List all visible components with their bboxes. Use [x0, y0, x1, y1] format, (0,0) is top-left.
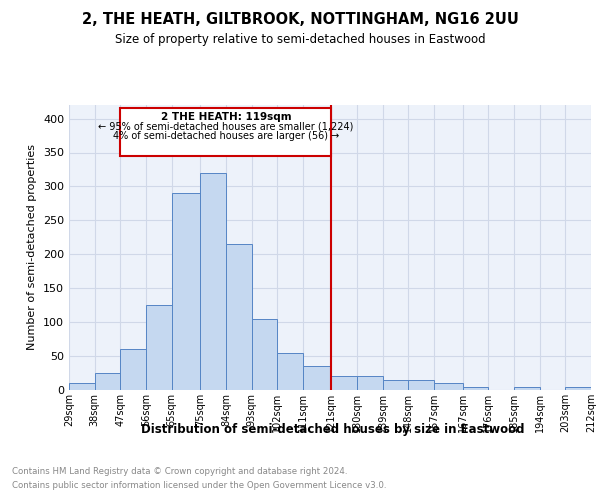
- Bar: [383, 380, 409, 390]
- Y-axis label: Number of semi-detached properties: Number of semi-detached properties: [28, 144, 37, 350]
- Bar: [121, 108, 331, 156]
- Bar: [331, 376, 357, 390]
- Text: 2, THE HEATH, GILTBROOK, NOTTINGHAM, NG16 2UU: 2, THE HEATH, GILTBROOK, NOTTINGHAM, NG1…: [82, 12, 518, 28]
- Text: Size of property relative to semi-detached houses in Eastwood: Size of property relative to semi-detach…: [115, 32, 485, 46]
- Text: 4% of semi-detached houses are larger (56) →: 4% of semi-detached houses are larger (5…: [113, 131, 339, 141]
- Text: Distribution of semi-detached houses by size in Eastwood: Distribution of semi-detached houses by …: [141, 422, 525, 436]
- Bar: [303, 366, 331, 390]
- Text: 2 THE HEATH: 119sqm: 2 THE HEATH: 119sqm: [161, 112, 291, 122]
- Bar: [277, 352, 303, 390]
- Bar: [514, 386, 539, 390]
- Bar: [146, 305, 172, 390]
- Bar: [409, 380, 434, 390]
- Text: Contains public sector information licensed under the Open Government Licence v3: Contains public sector information licen…: [12, 481, 386, 490]
- Bar: [172, 193, 200, 390]
- Bar: [121, 350, 146, 390]
- Bar: [226, 244, 251, 390]
- Bar: [565, 386, 591, 390]
- Bar: [200, 173, 226, 390]
- Text: Contains HM Land Registry data © Crown copyright and database right 2024.: Contains HM Land Registry data © Crown c…: [12, 468, 347, 476]
- Bar: [95, 373, 121, 390]
- Bar: [69, 383, 95, 390]
- Text: ← 95% of semi-detached houses are smaller (1,224): ← 95% of semi-detached houses are smalle…: [98, 122, 353, 132]
- Bar: [251, 319, 277, 390]
- Bar: [463, 386, 488, 390]
- Bar: [434, 383, 463, 390]
- Bar: [357, 376, 383, 390]
